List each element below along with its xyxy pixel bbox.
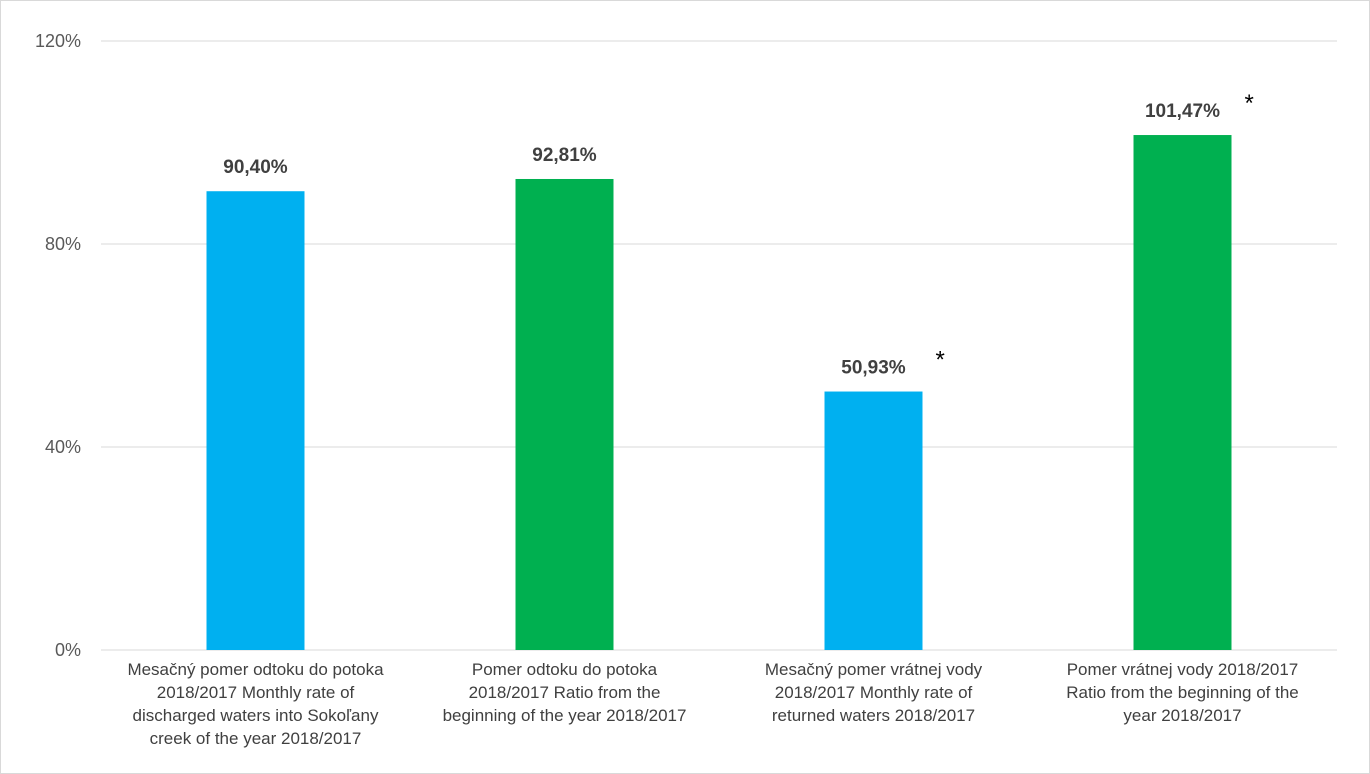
bar <box>1133 135 1232 651</box>
x-category-label: Mesačný pomer vrátnej vody 2018/2017 Mon… <box>764 660 983 725</box>
x-category-label: Mesačný pomer odtoku do potoka 2018/2017… <box>127 660 384 748</box>
bar <box>515 178 614 650</box>
data-label: 50,93% <box>841 358 906 379</box>
x-category-label: Pomer odtoku do potoka 2018/2017 Ratio f… <box>442 660 687 725</box>
y-tick-label: 80% <box>45 234 81 254</box>
data-label: 92,81% <box>532 145 597 166</box>
data-label: 90,40% <box>223 157 288 178</box>
y-tick-label: 40% <box>45 437 81 457</box>
data-label: 101,47% <box>1145 101 1220 122</box>
x-category-label: Pomer vrátnej vody 2018/2017 Ratio from … <box>1066 660 1299 725</box>
y-tick-label: 120% <box>35 31 81 51</box>
bar <box>206 191 305 650</box>
bar <box>824 391 923 650</box>
asterisk-annotation: * <box>936 347 945 374</box>
y-tick-label: 0% <box>55 640 81 660</box>
asterisk-annotation: * <box>1245 90 1254 117</box>
